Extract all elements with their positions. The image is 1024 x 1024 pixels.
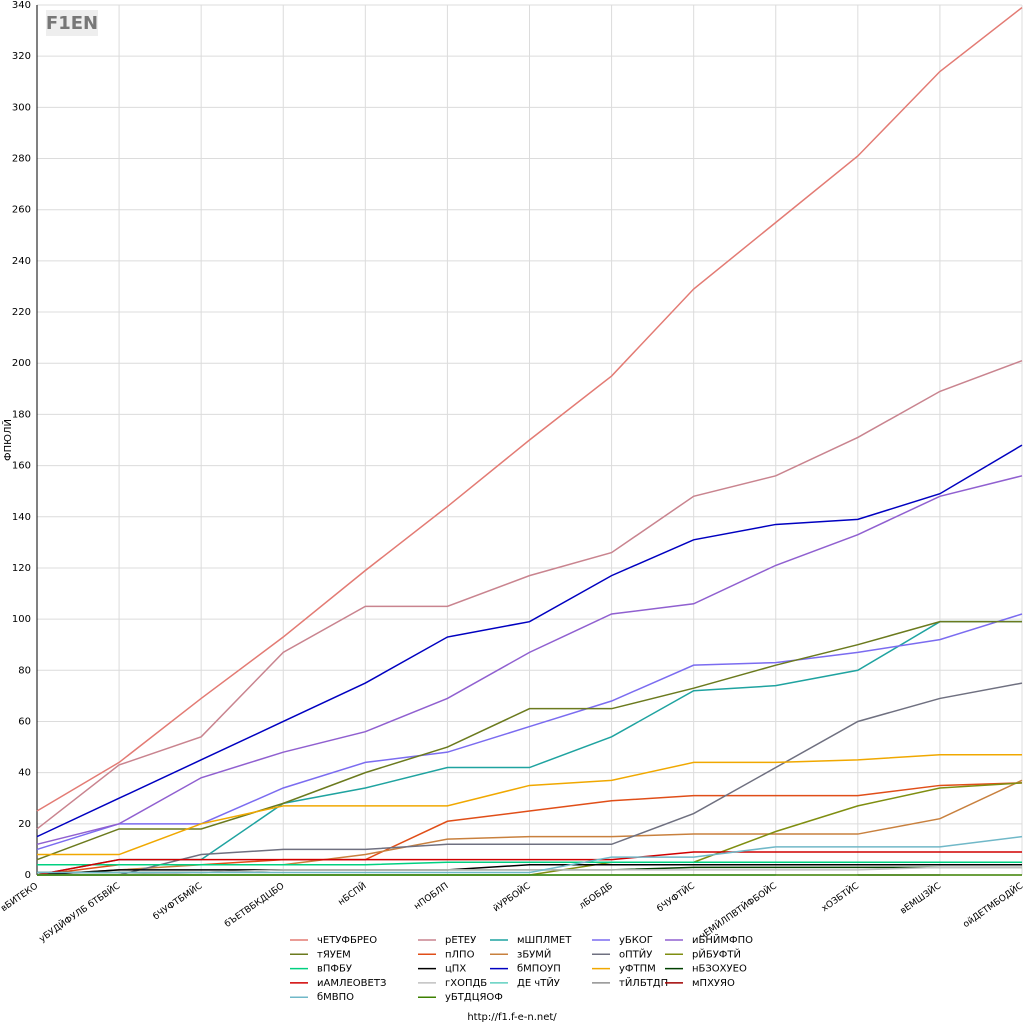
series-line <box>37 835 1023 874</box>
y-tick-label: 80 <box>18 665 31 676</box>
legend-item: нБЗОХУЕО <box>665 964 747 975</box>
legend-label: тЯУЕМ <box>317 949 351 960</box>
legend-item: бМПОУП <box>490 964 561 975</box>
series-line <box>36 475 1023 846</box>
legend-label: иАМЛЕОВЕТЗ <box>317 978 386 989</box>
y-tick-label: 140 <box>12 512 31 523</box>
y-tick-label: 340 <box>12 0 31 11</box>
logo-text: F1EN <box>46 13 98 34</box>
legend-label: нБЗОХУЕО <box>692 964 747 975</box>
source: http://f1.f-e-n.net/ <box>467 1012 557 1023</box>
series-line <box>36 6 1023 812</box>
legend-label: уФТПМ <box>619 964 656 975</box>
legend-item: ДЕ чТЙУ <box>490 976 560 989</box>
legend-item: рЙБУФТЙ <box>665 947 741 960</box>
legend-label: оПТЙУ <box>619 947 652 960</box>
legend-label: пЛПО <box>445 949 475 960</box>
legend-item: уБТДЦЯОФ <box>418 992 503 1003</box>
legend-item: мПХУЯО <box>665 978 735 989</box>
y-tick-label: 0 <box>25 870 31 881</box>
series-line <box>37 753 1022 856</box>
legend-label: цПХ <box>445 964 466 975</box>
y-tick-label: 260 <box>12 205 31 216</box>
y-tick-label: 220 <box>12 307 31 318</box>
y-tick-label: 180 <box>12 409 31 420</box>
legend-label: бМПОУП <box>517 964 561 975</box>
legend-label: рЙБУФТЙ <box>692 947 741 960</box>
y-tick-label: 300 <box>12 102 31 113</box>
y-axis-label: ФПЮЛЙ <box>1 419 14 461</box>
legend-item: зБУМЙ <box>490 947 551 960</box>
legend-item: пЛПО <box>418 949 475 960</box>
legend-item: цПХ <box>418 964 466 975</box>
y-tick-label: 20 <box>18 819 31 830</box>
legend-item: тЙЛБТДП <box>592 976 668 989</box>
y-tick-label: 320 <box>12 51 31 62</box>
legend-item: рЕТЕУ <box>418 935 476 946</box>
legend-item: бМВПО <box>290 992 354 1003</box>
y-tick-label: 60 <box>18 716 31 727</box>
legend-label: мПХУЯО <box>692 978 735 989</box>
legend-item: уБКОГ <box>592 935 653 946</box>
legend-item: мШПЛМЕТ <box>490 935 572 946</box>
y-tick-label: 200 <box>12 358 31 369</box>
legend-label: мШПЛМЕТ <box>517 935 572 946</box>
series-line <box>37 861 1022 866</box>
legend-item: оПТЙУ <box>592 947 652 960</box>
series-line <box>36 444 1023 838</box>
legend-label: тЙЛБТДП <box>619 976 668 989</box>
legend-label: гХОПДБ <box>445 978 487 989</box>
series-line <box>36 359 1023 830</box>
legend-label: зБУМЙ <box>517 947 551 960</box>
legend-label: ДЕ чТЙУ <box>517 976 560 989</box>
series-line <box>36 864 1022 876</box>
series-line <box>37 682 1023 876</box>
y-tick-label: 120 <box>12 563 31 574</box>
logo-box <box>46 10 98 36</box>
y-tick-label: 40 <box>18 768 31 779</box>
logo: F1EN <box>46 10 98 36</box>
y-tick-label: 280 <box>12 154 31 165</box>
y-tick-label: 240 <box>12 256 31 267</box>
legend-item: вПФБУ <box>290 964 352 975</box>
legend-label: иБНЙМФПО <box>692 933 753 946</box>
series-line <box>36 620 1022 861</box>
legend-label: рЕТЕУ <box>445 935 476 946</box>
y-tick-label: 160 <box>12 461 31 472</box>
legend-label: бМВПО <box>317 992 354 1003</box>
legend-item: иБНЙМФПО <box>665 933 753 946</box>
legend-item: тЯУЕМ <box>290 949 351 960</box>
legend-label: уБКОГ <box>619 935 653 946</box>
legend-label: чЕТУФБРЕО <box>317 935 377 946</box>
y-tick-label: 100 <box>12 614 31 625</box>
legend-item: иАМЛЕОВЕТЗ <box>290 978 386 989</box>
legend-label: вПФБУ <box>317 964 352 975</box>
series-line <box>36 851 1022 876</box>
legend-label: уБТДЦЯОФ <box>445 992 503 1003</box>
legend-item: уФТПМ <box>592 964 656 975</box>
legend-item: гХОПДБ <box>418 978 487 989</box>
legend-item: чЕТУФБРЕО <box>290 935 377 946</box>
